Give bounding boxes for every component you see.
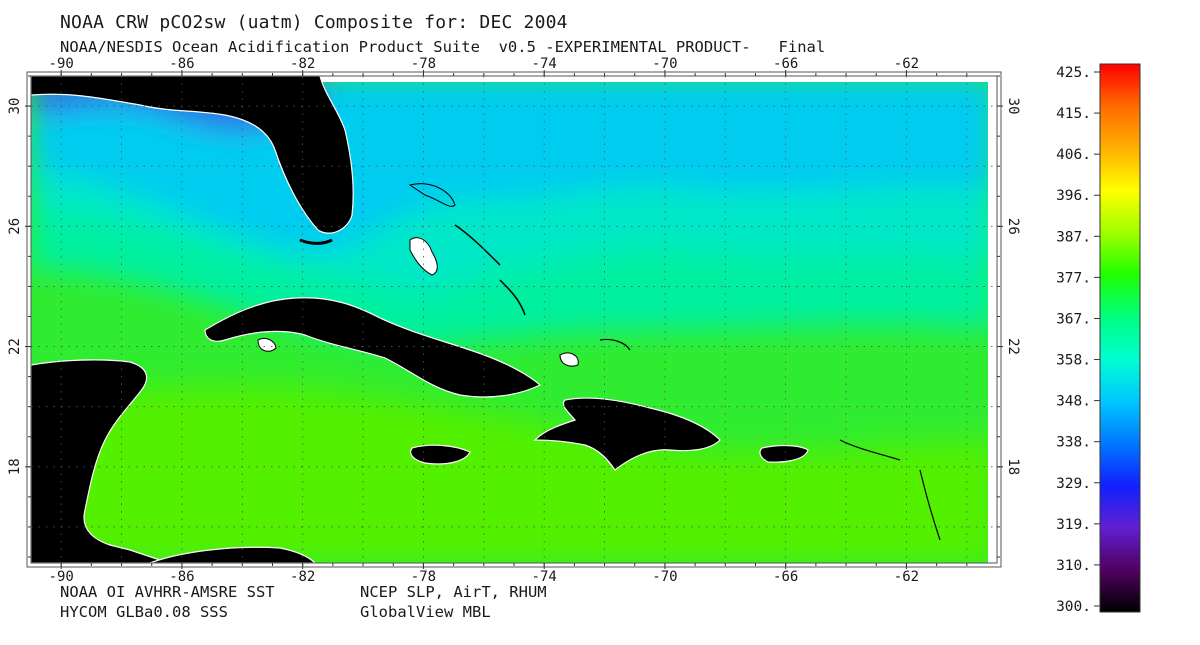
colorbar-label: 338. <box>1056 435 1091 451</box>
lat-label-right: 26 <box>1005 218 1021 235</box>
colorbar-label: 387. <box>1056 229 1091 245</box>
lon-label-bottom: -90 <box>49 569 74 585</box>
lon-label-bottom: -78 <box>411 569 436 585</box>
lat-label-right: 30 <box>1005 98 1021 115</box>
colorbar-label: 377. <box>1056 270 1091 286</box>
ocean-field <box>31 76 997 563</box>
graticule <box>31 76 997 563</box>
colorbar-label: 300. <box>1056 599 1091 615</box>
footer-sst-source: NOAA OI AVHRR-AMSRE SST <box>60 583 275 601</box>
colorbar-gradient <box>1099 63 1141 613</box>
lon-label-top: -70 <box>652 56 677 72</box>
lon-label-top: -78 <box>411 56 436 72</box>
colorbar-label: 367. <box>1056 311 1091 327</box>
colorbar-label: 425. <box>1056 65 1091 81</box>
lon-label-bottom: -62 <box>894 569 919 585</box>
axis-tick-labels: -90 -90 -86 -86 -82 -82 -78 -78 -74 -74 -70 -70 -66 -… <box>7 56 1021 585</box>
colorbar-label: 406. <box>1056 147 1091 163</box>
colorbar-label: 415. <box>1056 106 1091 122</box>
land-masses <box>31 76 941 563</box>
lon-label-top: -82 <box>290 56 315 72</box>
lon-label-top: -74 <box>532 56 557 72</box>
colorbar-label: 329. <box>1056 476 1091 492</box>
lat-label-left: 26 <box>7 218 23 235</box>
lon-label-bottom: -70 <box>652 569 677 585</box>
axis-ticks <box>25 70 1003 569</box>
lat-label-left: 22 <box>7 338 23 355</box>
footer-globalview-source: GlobalView MBL <box>360 603 491 621</box>
colorbar-label: 348. <box>1056 394 1091 410</box>
lon-label-top: -66 <box>773 56 798 72</box>
lat-label-left: 18 <box>7 458 23 475</box>
lon-label-bottom: -74 <box>532 569 557 585</box>
colorbar-label: 396. <box>1056 188 1091 204</box>
lon-label-bottom: -86 <box>169 569 194 585</box>
footer-sss-source: HYCOM GLBa0.08 SSS <box>60 603 228 621</box>
lon-label-top: -86 <box>169 56 194 72</box>
lon-label-bottom: -82 <box>290 569 315 585</box>
colorbar: 425. 415. 406. 396. 387. 377. 367. 358. 348. 338.… <box>1056 63 1141 615</box>
lon-label-bottom: -66 <box>773 569 798 585</box>
colorbar-label: 358. <box>1056 353 1091 369</box>
lat-label-left: 30 <box>7 98 23 115</box>
footer-ncep-source: NCEP SLP, AirT, RHUM <box>360 583 547 601</box>
lon-label-top: -90 <box>49 56 74 72</box>
map-subtitle: NOAA/NESDIS Ocean Acidification Product … <box>60 38 826 56</box>
lat-label-right: 22 <box>1005 338 1021 355</box>
map-title: NOAA CRW pCO2sw (uatm) Composite for: DE… <box>60 12 568 33</box>
colorbar-label: 319. <box>1056 517 1091 533</box>
lat-label-right: 18 <box>1005 458 1021 475</box>
colorbar-label: 310. <box>1056 558 1091 574</box>
lon-label-top: -62 <box>894 56 919 72</box>
